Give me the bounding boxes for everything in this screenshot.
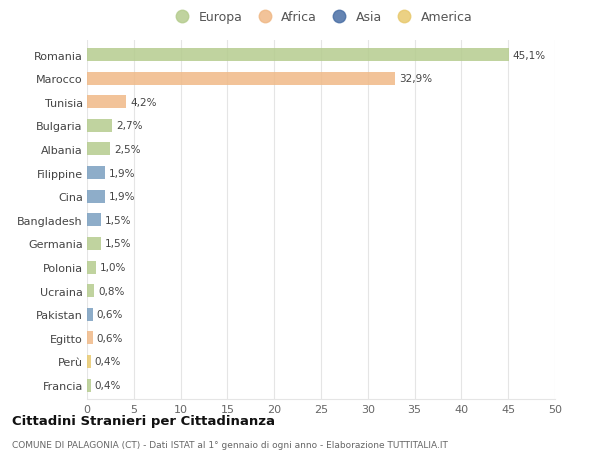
Text: 1,0%: 1,0%	[100, 263, 127, 273]
Text: 4,2%: 4,2%	[130, 98, 157, 107]
Bar	[87, 355, 91, 368]
Bar	[87, 285, 94, 297]
Text: 0,8%: 0,8%	[98, 286, 125, 296]
Bar	[87, 96, 127, 109]
Bar	[87, 73, 395, 85]
Legend: Europa, Africa, Asia, America: Europa, Africa, Asia, America	[164, 6, 478, 29]
Bar	[87, 214, 101, 227]
Text: COMUNE DI PALAGONIA (CT) - Dati ISTAT al 1° gennaio di ogni anno - Elaborazione : COMUNE DI PALAGONIA (CT) - Dati ISTAT al…	[12, 441, 448, 449]
Text: 1,9%: 1,9%	[109, 192, 135, 202]
Text: 0,6%: 0,6%	[97, 309, 123, 319]
Bar	[87, 379, 91, 392]
Text: 2,5%: 2,5%	[114, 145, 140, 155]
Bar	[87, 308, 92, 321]
Text: 0,6%: 0,6%	[97, 333, 123, 343]
Text: 32,9%: 32,9%	[398, 74, 432, 84]
Text: 1,5%: 1,5%	[105, 215, 131, 225]
Text: 0,4%: 0,4%	[94, 357, 121, 367]
Text: Cittadini Stranieri per Cittadinanza: Cittadini Stranieri per Cittadinanza	[12, 414, 275, 428]
Text: 0,4%: 0,4%	[94, 380, 121, 390]
Bar	[87, 167, 105, 179]
Text: 2,7%: 2,7%	[116, 121, 143, 131]
Text: 45,1%: 45,1%	[513, 50, 546, 61]
Bar	[87, 120, 112, 133]
Text: 1,9%: 1,9%	[109, 168, 135, 178]
Bar	[87, 331, 92, 345]
Bar	[87, 190, 105, 203]
Bar	[87, 49, 509, 62]
Bar	[87, 143, 110, 156]
Bar	[87, 261, 97, 274]
Text: 1,5%: 1,5%	[105, 239, 131, 249]
Bar	[87, 237, 101, 250]
